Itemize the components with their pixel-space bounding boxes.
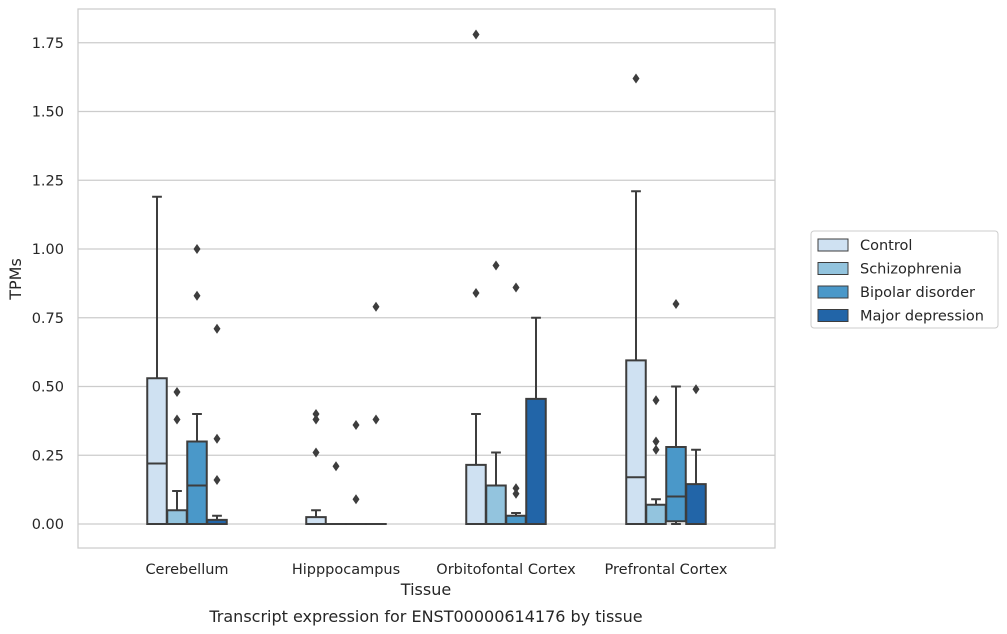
legend-frame [810, 230, 999, 329]
boxes-layer [146, 29, 707, 526]
box-iqr [525, 397, 547, 525]
outlier-point [492, 260, 500, 271]
box-1-1 [325, 461, 347, 526]
x-axis-label: Tissue [400, 580, 451, 599]
box-iqr [505, 514, 527, 525]
box-2-3 [525, 316, 547, 525]
y-tick-label: 1.25 [32, 173, 64, 189]
outlier-point [512, 488, 520, 499]
outlier-point [472, 29, 480, 40]
legend-label: Bipolar disorder [860, 285, 975, 301]
y-axis-label: TPMs [6, 258, 25, 301]
outlier-point [672, 299, 680, 309]
legend-swatch [817, 262, 849, 275]
outlier-point [213, 475, 221, 485]
legend-label: Control [860, 238, 912, 254]
x-tick-label: Prefrontal Cortex [605, 562, 728, 578]
legend-swatch [817, 285, 849, 299]
outlier-point [652, 444, 660, 455]
box-0-1 [166, 387, 188, 525]
y-tick-label: 0.75 [32, 311, 64, 327]
legend-swatch [817, 309, 849, 322]
outlier-point [312, 409, 320, 419]
outlier-point [312, 414, 320, 425]
box-1-0 [305, 409, 327, 525]
outlier-point [652, 436, 660, 447]
outlier-point [372, 414, 380, 425]
x-tick-label: Cerebellum [145, 562, 228, 578]
chart-title: Transcript expression for ENST0000061417… [208, 607, 642, 626]
legend-swatch [817, 238, 849, 252]
box-iqr [685, 483, 707, 525]
outlier-point [193, 244, 201, 254]
box-iqr [186, 440, 208, 525]
outlier-point [472, 288, 480, 298]
box-iqr [665, 446, 687, 523]
outlier-point [512, 282, 520, 293]
y-tick-label: 0.00 [32, 517, 64, 533]
box-3-2 [665, 299, 687, 525]
legend-label: Schizophrenia [860, 262, 962, 278]
outlier-point [652, 395, 660, 406]
outlier-point [193, 290, 201, 301]
outlier-point [512, 483, 520, 494]
plot-frame [77, 8, 776, 549]
box-iqr [645, 503, 667, 525]
x-tick-label: Hipppocampus [292, 562, 400, 578]
box-iqr [146, 377, 168, 525]
box-iqr [625, 359, 647, 525]
legend: Control Schizophrenia Bipolar disorder Majo… [810, 230, 999, 329]
outlier-point [352, 420, 360, 430]
outlier-point [352, 494, 360, 505]
box-2-0 [465, 29, 487, 525]
outlier-point [632, 73, 640, 84]
outlier-point [692, 384, 700, 395]
box-2-1 [485, 260, 507, 525]
box-0-3 [206, 323, 228, 525]
box-iqr [485, 484, 507, 525]
y-tick-label: 0.25 [32, 448, 64, 464]
box-1-3 [365, 301, 387, 526]
outlier-point [332, 461, 340, 472]
box-3-1 [645, 395, 667, 525]
y-tick-label: 1.50 [32, 105, 64, 121]
outlier-point [213, 323, 221, 334]
box-iqr [305, 516, 327, 525]
box-0-2 [186, 244, 208, 525]
box-0-0 [146, 195, 168, 525]
box-iqr [166, 509, 188, 525]
outlier-point [173, 387, 181, 397]
y-tick-label: 0.50 [32, 380, 64, 396]
box-3-3 [685, 384, 707, 525]
box-2-2 [505, 282, 527, 525]
x-tick-label: Orbitofontal Cortex [436, 562, 576, 578]
y-tick-label: 1.00 [32, 242, 64, 258]
outlier-point [213, 433, 221, 444]
outlier-point [372, 301, 380, 312]
box-iqr [465, 463, 487, 525]
legend-label: Major depression [860, 309, 984, 325]
outlier-point [173, 414, 181, 425]
box-3-0 [625, 73, 647, 525]
y-tick-labels: 0.00 0.25 0.50 0.75 1.00 1.25 1.50 1.75 [32, 36, 64, 533]
outlier-point [312, 447, 320, 458]
y-tick-label: 1.75 [32, 36, 64, 52]
x-tick-labels: Cerebellum Hipppocampus Orbitofontal Corte… [145, 562, 727, 578]
